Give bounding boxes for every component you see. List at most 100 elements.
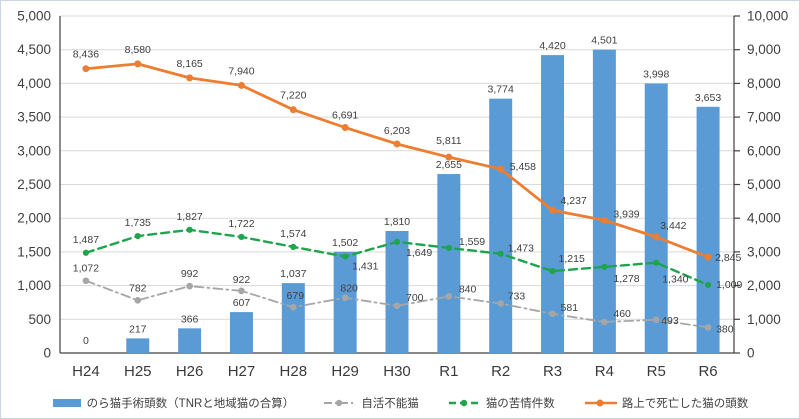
bar	[489, 98, 513, 353]
line-data-label: 1,487	[73, 234, 99, 246]
data-point-marker	[238, 233, 245, 241]
data-point-marker	[393, 302, 401, 310]
x-axis-category-label: H30	[383, 363, 411, 380]
bar-data-label: 217	[129, 323, 147, 335]
chart-legend: のら猫手術頭数（TNRと地域猫の合算） 自活不能猫 猫の苦情件数 路上で死亡した…	[1, 391, 799, 415]
data-point-marker	[342, 253, 349, 260]
line-data-label: 1,431	[352, 261, 378, 273]
left-axis-tick-label: 3,000	[17, 143, 51, 158]
right-axis-labels: 0 1,000 2,000 3,000 4,000 5,000 6,000 7,000 8,00…	[747, 9, 788, 361]
line-road-killed-cats: 8,436 8,580 8,165 7,940 7,220 6,691 6,203 5,811…	[73, 44, 742, 264]
x-axis-category-label: R6	[698, 363, 717, 380]
data-point-marker	[290, 303, 297, 311]
line-cat-complaints: 1,487 1,735 1,827 1,722 1,574 1,431 1,649 1,559…	[73, 211, 743, 291]
left-axis-tick-label: 4,000	[17, 76, 51, 91]
data-point-marker	[601, 263, 608, 270]
right-axis-tick-label: 8,000	[747, 76, 781, 91]
data-point-marker	[704, 253, 712, 261]
line-data-label: 1,340	[662, 274, 688, 286]
right-axis-tick-label: 3,000	[747, 244, 781, 259]
left-axis-tick-label: 5,000	[17, 9, 51, 24]
green-dashed-line-icon	[448, 399, 481, 407]
data-point-marker	[341, 124, 349, 132]
line-data-label: 5,458	[510, 161, 536, 173]
data-point-marker	[549, 310, 556, 318]
x-axis-category-label: H28	[280, 363, 308, 380]
x-axis-category-label: H24	[72, 363, 100, 380]
data-point-marker	[238, 287, 245, 295]
line-data-label: 3,442	[660, 220, 686, 232]
left-axis-tick-label: 1,500	[17, 244, 51, 259]
gridlines	[60, 15, 734, 320]
line-data-label: 8,580	[125, 44, 151, 56]
line-data-label: 493	[661, 315, 679, 327]
right-axis-tick-label: 5,000	[747, 177, 781, 192]
bar	[229, 312, 253, 353]
bar	[333, 251, 357, 353]
line-data-label: 782	[129, 282, 147, 294]
line-data-label: 8,436	[73, 49, 99, 61]
data-point-marker	[393, 140, 401, 148]
data-point-marker	[186, 74, 194, 82]
data-point-marker	[186, 282, 193, 290]
right-axis-tick-label: 9,000	[747, 42, 781, 57]
data-point-marker	[445, 153, 453, 161]
bar-data-label: 3,774	[488, 84, 514, 96]
orange-line-icon	[584, 399, 617, 407]
legend-item-incapable-cats: 自活不能猫	[324, 395, 419, 411]
line-data-label: 922	[233, 274, 251, 286]
bar-data-label: 0	[83, 335, 89, 347]
line-data-label: 820	[340, 283, 358, 295]
bar-data-label: 3,998	[643, 69, 669, 81]
data-point-marker	[549, 268, 556, 275]
data-point-marker	[497, 165, 505, 173]
data-point-marker	[445, 293, 453, 300]
data-point-marker	[82, 65, 90, 73]
bar-data-label: 366	[181, 313, 199, 325]
data-point-marker	[653, 259, 660, 266]
data-point-marker	[445, 244, 452, 252]
bar-data-label: 3,653	[695, 92, 721, 104]
line-data-label: 6,691	[332, 110, 358, 122]
data-point-marker	[497, 250, 504, 257]
line-data-label: 992	[181, 268, 199, 280]
line-data-label: 5,811	[436, 135, 462, 147]
line-data-label: 1,473	[508, 243, 534, 255]
left-axis-tick-label: 2,000	[17, 211, 51, 226]
line-data-label: 581	[561, 302, 579, 314]
data-point-marker	[134, 296, 142, 304]
data-point-marker	[652, 233, 660, 241]
right-axis-tick-label: 10,000	[747, 9, 788, 24]
data-point-marker	[600, 216, 608, 224]
bar	[541, 55, 565, 353]
data-point-marker	[704, 324, 712, 331]
data-point-marker	[134, 60, 142, 68]
line-data-label: 1,649	[406, 247, 432, 259]
x-axis-category-label: H29	[331, 363, 359, 380]
right-axis-tick-label: 0	[747, 346, 755, 361]
bar-data-label: 4,501	[591, 35, 617, 47]
right-axis-tick-label: 2,000	[747, 278, 781, 293]
x-axis-category-label: H25	[124, 363, 152, 380]
data-point-marker	[549, 206, 557, 214]
bar-data-label: 607	[233, 297, 251, 309]
line-incapable-cats: 1,072 782 992 922 679 820 700 840 733 581 460 493 38…	[73, 263, 734, 336]
line-data-label: 679	[287, 290, 305, 302]
data-point-marker	[601, 318, 608, 326]
legend-label: 猫の苦情件数	[485, 398, 555, 410]
line-data-label: 1,072	[73, 263, 99, 275]
bar-data-label: 1,502	[332, 237, 358, 249]
line-data-label: 7,940	[228, 65, 254, 77]
bar	[592, 49, 616, 353]
data-point-marker	[341, 294, 349, 302]
legend-item-complaints: 猫の苦情件数	[448, 395, 555, 411]
line-data-label: 2,845	[715, 252, 741, 264]
bar	[281, 283, 305, 353]
x-axis-category-label: R4	[595, 363, 614, 380]
bar-data-label: 4,420	[539, 40, 565, 52]
left-axis-tick-label: 1,000	[17, 278, 51, 293]
data-point-marker	[82, 277, 90, 285]
x-axis-category-label: R2	[491, 363, 510, 380]
x-axis-category-label: R5	[647, 363, 666, 380]
